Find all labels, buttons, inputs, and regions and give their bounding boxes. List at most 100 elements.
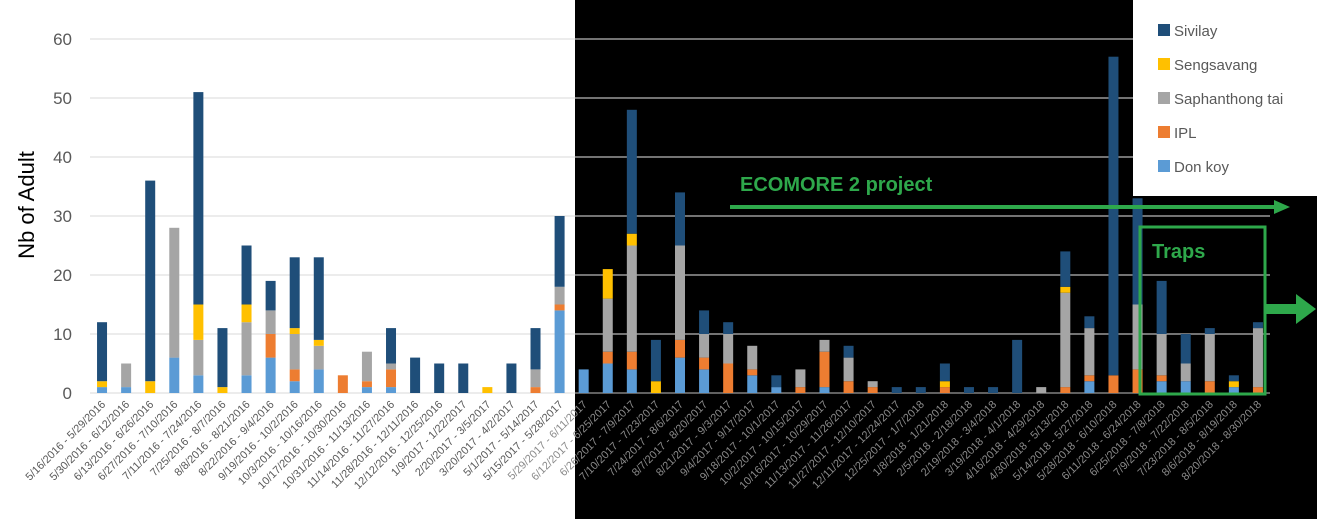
- legend-swatch: [1158, 160, 1170, 172]
- bar-segment-sivilay: [1108, 56, 1119, 376]
- bar-segment-don-koy: [1156, 381, 1167, 393]
- bar-segment-don-koy: [819, 387, 830, 393]
- bar-segment-sengsavang: [313, 339, 324, 346]
- bar-segment-don-koy: [1084, 381, 1095, 393]
- bar-segment-ipl: [867, 387, 878, 393]
- bar-segment-ipl: [1132, 369, 1143, 393]
- bar-segment-ipl: [939, 387, 950, 393]
- bar-segment-sivilay: [193, 92, 204, 305]
- bar-segment-don-koy: [121, 387, 132, 393]
- bar-segment-sivilay: [650, 339, 661, 382]
- bar-segment-sengsavang: [145, 381, 156, 393]
- bar-segment-ipl: [723, 363, 734, 393]
- bar-segment-don-koy: [97, 387, 108, 393]
- bar-segment-saphanthong-tai: [723, 334, 734, 364]
- bar-segment-sengsavang: [217, 387, 228, 393]
- bar-segment-sivilay: [145, 180, 156, 382]
- legend-label: Sivilay: [1174, 23, 1218, 40]
- y-tick-label: 20: [53, 266, 72, 285]
- bar-segment-ipl: [289, 369, 300, 382]
- bar-segment-saphanthong-tai: [819, 339, 830, 352]
- bar-segment-sivilay: [410, 357, 421, 393]
- y-axis-ticks: 0 10 20 30 40 50 60: [53, 30, 72, 403]
- bar-segment-sengsavang: [650, 381, 661, 393]
- legend-label: IPL: [1174, 125, 1197, 142]
- bar-segment-sivilay: [1132, 198, 1143, 305]
- bar-segment-sengsavang: [193, 304, 204, 340]
- y-tick-label: 30: [53, 207, 72, 226]
- bar-segment-don-koy: [289, 381, 300, 393]
- bar-segment-saphanthong-tai: [675, 245, 685, 340]
- traps-label: Traps: [1152, 241, 1205, 263]
- bar-segment-sivilay: [1180, 334, 1191, 364]
- bar-segment-sivilay: [289, 257, 300, 329]
- bar-segment-don-koy: [747, 375, 758, 393]
- bar-segment-saphanthong-tai: [193, 339, 204, 376]
- bar-segment-sivilay: [675, 192, 685, 246]
- bar-segment-sivilay: [626, 109, 637, 234]
- bar-segment-saphanthong-tai: [843, 357, 854, 382]
- bars-group: [97, 56, 1263, 393]
- y-tick-label: 50: [53, 89, 72, 108]
- bar-segment-sengsavang: [241, 304, 252, 323]
- bar-segment-sengsavang: [602, 269, 613, 299]
- bar-segment-ipl: [1084, 375, 1095, 382]
- bar-segment-sivilay: [458, 363, 469, 393]
- bar-segment-don-koy: [771, 387, 782, 393]
- bar-segment-saphanthong-tai: [530, 369, 541, 388]
- bar-segment-ipl: [386, 369, 397, 388]
- bar-segment-ipl: [265, 334, 276, 358]
- bar-segment-sivilay: [386, 328, 397, 364]
- bar-segment-saphanthong-tai: [867, 381, 878, 388]
- bar-segment-sivilay: [217, 328, 228, 388]
- bar-segment-saphanthong-tai: [1252, 328, 1263, 388]
- bar-segment-saphanthong-tai: [1180, 363, 1191, 382]
- bar-segment-ipl: [1060, 387, 1071, 393]
- bar-segment-ipl: [795, 387, 806, 393]
- bar-segment-sengsavang: [1228, 381, 1239, 388]
- y-tick-label: 40: [53, 148, 72, 167]
- y-tick-label: 0: [63, 384, 72, 403]
- bar-segment-sivilay: [939, 363, 950, 382]
- bar-segment-saphanthong-tai: [699, 334, 710, 358]
- bar-segment-don-koy: [578, 369, 589, 393]
- bar-segment-saphanthong-tai: [1036, 387, 1047, 393]
- bar-segment-saphanthong-tai: [169, 227, 180, 358]
- bar-segment-don-koy: [602, 363, 613, 393]
- bar-segment-sivilay: [1156, 280, 1167, 334]
- bar-segment-ipl: [675, 339, 685, 358]
- bar-segment-sivilay: [241, 245, 252, 305]
- bar-segment-sivilay: [530, 328, 541, 370]
- bar-segment-don-koy: [169, 357, 180, 393]
- project-annotation: ECOMORE 2 project: [730, 174, 1290, 214]
- y-tick-label: 60: [53, 30, 72, 49]
- bar-segment-sivilay: [265, 280, 276, 311]
- bar-segment-don-koy: [675, 357, 685, 393]
- bar-segment-sivilay: [1012, 339, 1023, 393]
- bar-segment-ipl: [1252, 387, 1263, 393]
- bar-segment-don-koy: [1228, 387, 1239, 393]
- bar-segment-sengsavang: [482, 387, 493, 393]
- bar-segment-don-koy: [386, 387, 397, 393]
- bar-segment-sivilay: [963, 387, 974, 393]
- bar-segment-ipl: [843, 381, 854, 393]
- legend-label: Saphanthong tai: [1174, 91, 1283, 108]
- legend-swatch: [1158, 92, 1170, 104]
- bar-segment-ipl: [1156, 375, 1167, 382]
- bar-segment-ipl: [1108, 375, 1119, 393]
- legend-swatch: [1158, 58, 1170, 70]
- bar-segment-saphanthong-tai: [795, 369, 806, 388]
- bar-segment-sivilay: [1060, 251, 1071, 287]
- bar-segment-don-koy: [554, 310, 565, 393]
- bar-segment-don-koy: [193, 375, 204, 393]
- bar-segment-sivilay: [771, 375, 782, 388]
- bar-segment-sivilay: [506, 363, 517, 393]
- project-label: ECOMORE 2 project: [740, 174, 933, 196]
- bar-segment-sivilay: [891, 387, 902, 393]
- bar-segment-saphanthong-tai: [361, 351, 372, 382]
- bar-segment-ipl: [530, 387, 541, 393]
- traps-arrow: [1266, 294, 1316, 324]
- bar-segment-saphanthong-tai: [602, 298, 613, 352]
- bar-segment-ipl: [554, 304, 565, 311]
- bar-segment-saphanthong-tai: [1156, 334, 1167, 376]
